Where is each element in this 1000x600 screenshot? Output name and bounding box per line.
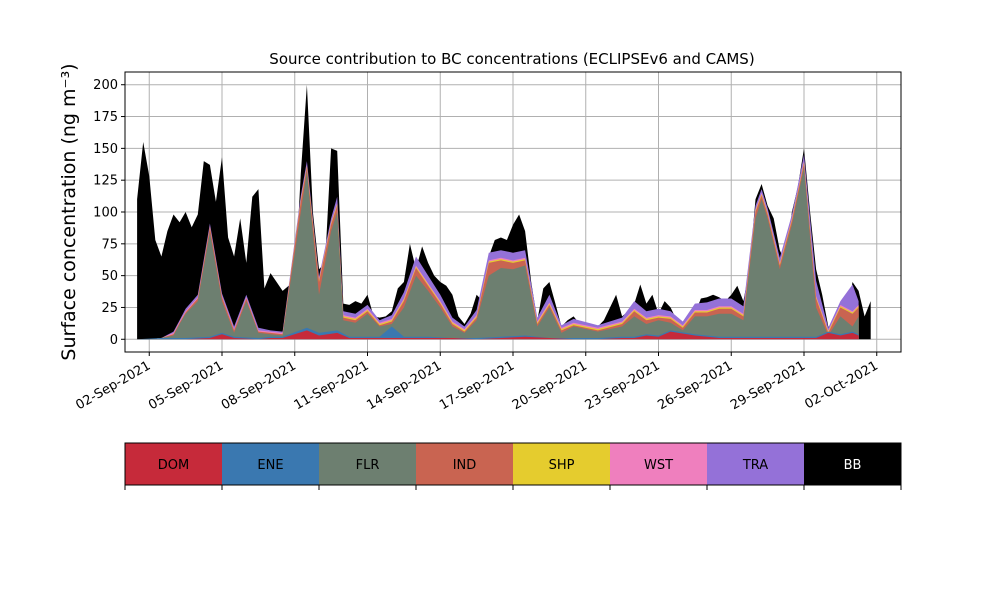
y-tick-label: 150 xyxy=(93,142,118,157)
legend-colorbar: DOM ENE FLR IND SHP WST TRA BB xyxy=(124,442,902,490)
y-axis-ticks: 0 25 50 75 100 125 150 175 200 xyxy=(93,78,125,348)
legend-swatch-shp xyxy=(513,443,610,485)
legend-label-dom: DOM xyxy=(158,458,189,473)
legend-label-tra: TRA xyxy=(742,458,768,473)
legend-label-flr: FLR xyxy=(356,458,380,473)
legend-label-bb: BB xyxy=(844,458,862,473)
y-tick-label: 75 xyxy=(101,237,118,252)
legend-label-ene: ENE xyxy=(257,458,283,473)
y-tick-label: 0 xyxy=(110,333,118,348)
y-tick-label: 200 xyxy=(93,78,118,93)
legend-swatch-ind xyxy=(416,443,513,485)
area-flr xyxy=(137,167,859,340)
y-tick-label: 125 xyxy=(93,174,118,189)
legend-label-ind: IND xyxy=(453,458,477,473)
legend-label-wst: WST xyxy=(644,458,673,473)
y-tick-label: 175 xyxy=(93,110,118,125)
legend-swatch-wst xyxy=(610,443,707,485)
y-tick-label: 25 xyxy=(101,301,118,316)
y-axis-label: Surface concentration (ng m⁻³) xyxy=(58,63,80,360)
y-tick-label: 50 xyxy=(101,269,118,284)
legend-swatch-ene xyxy=(222,443,319,485)
chart-title: Source contribution to BC concentrations… xyxy=(269,50,754,68)
legend-swatch-tra xyxy=(707,443,804,485)
legend-label-shp: SHP xyxy=(549,458,575,473)
legend-swatch-dom xyxy=(125,443,222,485)
area-dom xyxy=(137,330,859,340)
legend-swatch-bb xyxy=(804,443,901,485)
legend-swatch-flr xyxy=(319,443,416,485)
stacked-areas xyxy=(137,84,871,340)
y-tick-label: 100 xyxy=(93,206,118,221)
